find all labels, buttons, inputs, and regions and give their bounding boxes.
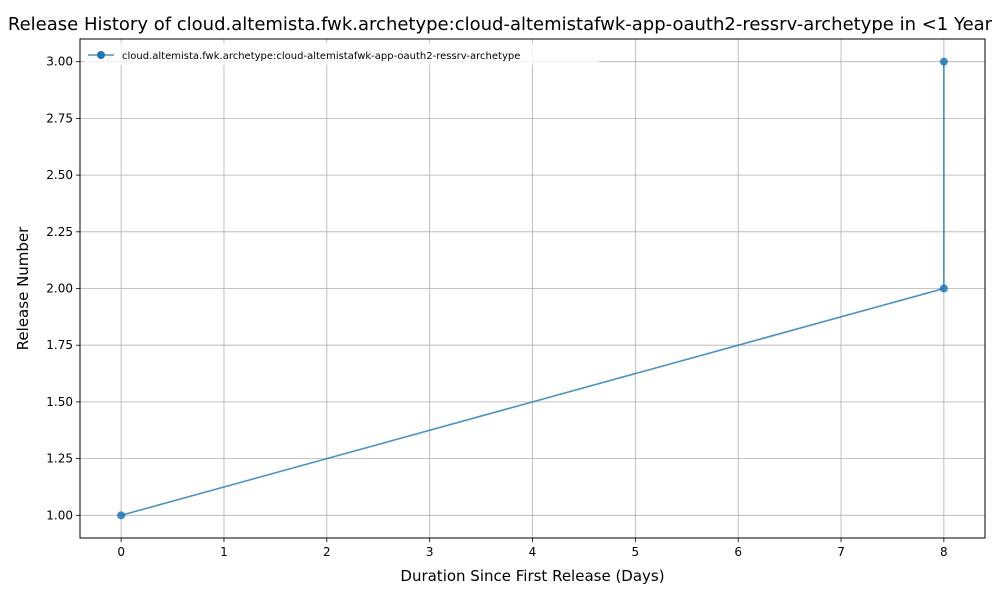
y-axis-label: Release Number xyxy=(14,226,32,350)
y-tick-label: 2.50 xyxy=(46,168,73,182)
legend-marker-swatch xyxy=(97,51,105,59)
y-tick-label: 1.00 xyxy=(46,508,73,522)
x-tick-label: 0 xyxy=(117,545,125,559)
y-tick-label: 2.00 xyxy=(46,282,73,296)
chart-title: Release History of cloud.altemista.fwk.a… xyxy=(8,14,993,35)
x-tick-label: 4 xyxy=(529,545,537,559)
x-tick-label: 7 xyxy=(837,545,845,559)
x-axis-label: Duration Since First Release (Days) xyxy=(400,567,664,585)
data-point xyxy=(939,57,948,66)
legend-entry-label: cloud.altemista.fwk.archetype:cloud-alte… xyxy=(122,51,520,62)
y-axis-ticks: 1.00 1.25 1.50 1.75 2.00 2.25 2.50 2.75 3.00 xyxy=(46,55,80,522)
x-tick-label: 8 xyxy=(940,545,948,559)
x-tick-label: 2 xyxy=(323,545,331,559)
legend: cloud.altemista.fwk.archetype:cloud-alte… xyxy=(84,43,599,65)
x-tick-label: 5 xyxy=(632,545,640,559)
y-tick-label: 2.25 xyxy=(46,225,73,239)
series-layer xyxy=(117,57,948,520)
legend-box xyxy=(84,43,599,65)
x-tick-label: 6 xyxy=(734,545,742,559)
y-tick-label: 3.00 xyxy=(46,55,73,69)
x-tick-label: 3 xyxy=(426,545,434,559)
y-tick-label: 1.50 xyxy=(46,395,73,409)
y-tick-label: 2.75 xyxy=(46,111,73,125)
data-point xyxy=(117,511,126,520)
data-point xyxy=(939,284,948,293)
x-axis-ticks: 0 1 2 3 4 5 6 7 8 xyxy=(117,538,948,559)
y-tick-label: 1.75 xyxy=(46,338,73,352)
x-tick-label: 1 xyxy=(220,545,228,559)
y-tick-label: 1.25 xyxy=(46,452,73,466)
